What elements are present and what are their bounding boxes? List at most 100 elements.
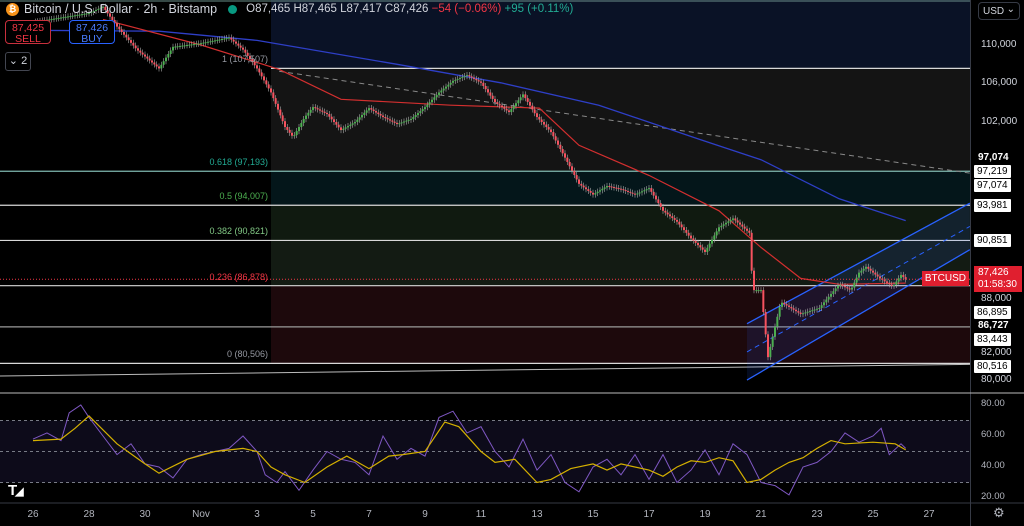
- candle: [67, 13, 69, 20]
- candle: [438, 89, 440, 98]
- candle-body: [120, 29, 123, 32]
- candle-body: [456, 78, 459, 80]
- candle-body: [372, 109, 375, 112]
- candle: [743, 223, 746, 232]
- candle-body: [123, 31, 125, 35]
- candle: [795, 306, 797, 315]
- candle-body: [386, 118, 389, 120]
- candle-body: [510, 109, 513, 113]
- candle: [701, 244, 704, 253]
- candle: [624, 187, 627, 195]
- candle: [487, 86, 489, 96]
- candle-body: [620, 188, 622, 190]
- candle: [874, 269, 877, 278]
- candle: [335, 118, 338, 128]
- symbol-header[interactable]: ₿ Bitcoin / U.S. Dollar · 2h · Bitstamp …: [6, 2, 573, 16]
- candle-body: [92, 10, 95, 13]
- candle-body: [412, 117, 415, 120]
- candle-body: [564, 153, 566, 158]
- candle: [50, 16, 53, 23]
- candle-body: [813, 309, 816, 311]
- candle: [270, 85, 272, 96]
- fib-zone: [271, 171, 970, 206]
- candle: [452, 77, 454, 86]
- candle: [155, 61, 158, 70]
- candle-body: [302, 119, 305, 124]
- candle-body: [319, 109, 321, 111]
- candle-body: [347, 126, 349, 128]
- candle: [246, 49, 249, 59]
- candle: [312, 104, 314, 114]
- candle: [258, 65, 261, 76]
- candle-body: [643, 190, 646, 192]
- candle-body: [239, 45, 242, 48]
- candle: [69, 12, 72, 20]
- candle: [211, 37, 214, 45]
- candle: [687, 229, 690, 239]
- indicators-collapse-button[interactable]: ⌄ 2: [5, 52, 31, 71]
- candle-body: [377, 112, 380, 115]
- candle-body: [106, 10, 109, 14]
- candle: [314, 104, 317, 112]
- candle: [307, 109, 310, 119]
- candle: [652, 188, 655, 199]
- candle: [433, 94, 436, 103]
- candle: [88, 9, 90, 17]
- candle: [60, 14, 62, 21]
- candle-body: [405, 120, 408, 122]
- candle: [767, 331, 769, 361]
- fib-level-label: 0.236 (86,878): [209, 271, 268, 282]
- fib-level-label: 0 (80,506): [226, 349, 268, 360]
- candle-body: [209, 41, 212, 43]
- candle-body: [741, 224, 744, 227]
- candle: [816, 305, 818, 313]
- symbol-title: Bitcoin / U.S. Dollar · 2h · Bitstamp: [24, 2, 218, 16]
- candle: [239, 42, 242, 51]
- candle-body: [162, 61, 165, 65]
- candle-body: [144, 54, 146, 57]
- candle: [174, 43, 177, 50]
- candle: [879, 273, 881, 282]
- candle: [774, 323, 776, 340]
- candle: [736, 217, 739, 226]
- candle-body: [116, 23, 118, 27]
- candle-body: [260, 72, 263, 77]
- candle-body: [361, 115, 363, 118]
- candle: [888, 279, 891, 288]
- candle: [617, 185, 620, 192]
- candle-body: [629, 191, 632, 193]
- candle-body: [571, 166, 573, 171]
- candle-body: [165, 57, 167, 62]
- candle-body: [631, 192, 634, 194]
- candle-body: [666, 212, 669, 215]
- candle-body: [468, 75, 471, 77]
- candle: [193, 41, 195, 48]
- candle: [461, 73, 464, 82]
- indicators-count: 2: [21, 55, 28, 67]
- candle: [522, 91, 524, 101]
- candle: [561, 145, 564, 157]
- candle: [769, 343, 772, 361]
- candle: [746, 225, 748, 234]
- candle: [477, 77, 480, 85]
- candle-body: [88, 13, 90, 15]
- currency-dropdown[interactable]: USD ⌄: [978, 2, 1020, 20]
- candle-body: [554, 136, 557, 141]
- candle-body: [853, 282, 856, 288]
- candle-body: [788, 305, 790, 307]
- candle-body: [729, 219, 732, 222]
- candle: [375, 108, 377, 116]
- candle-body: [608, 185, 611, 187]
- tradingview-logo[interactable]: T◢: [8, 482, 24, 499]
- sell-button[interactable]: 87,425 SELL: [5, 20, 51, 45]
- candle-body: [550, 129, 552, 133]
- rsi-axis-tick: 20.00: [981, 491, 1005, 502]
- buy-button[interactable]: 87,426 BUY: [69, 20, 115, 45]
- candle-body: [174, 46, 177, 48]
- candle: [116, 20, 118, 30]
- candle: [741, 221, 744, 230]
- candle: [620, 185, 622, 193]
- settings-gear-icon[interactable]: ⚙: [993, 505, 1005, 520]
- candle-body: [505, 108, 508, 111]
